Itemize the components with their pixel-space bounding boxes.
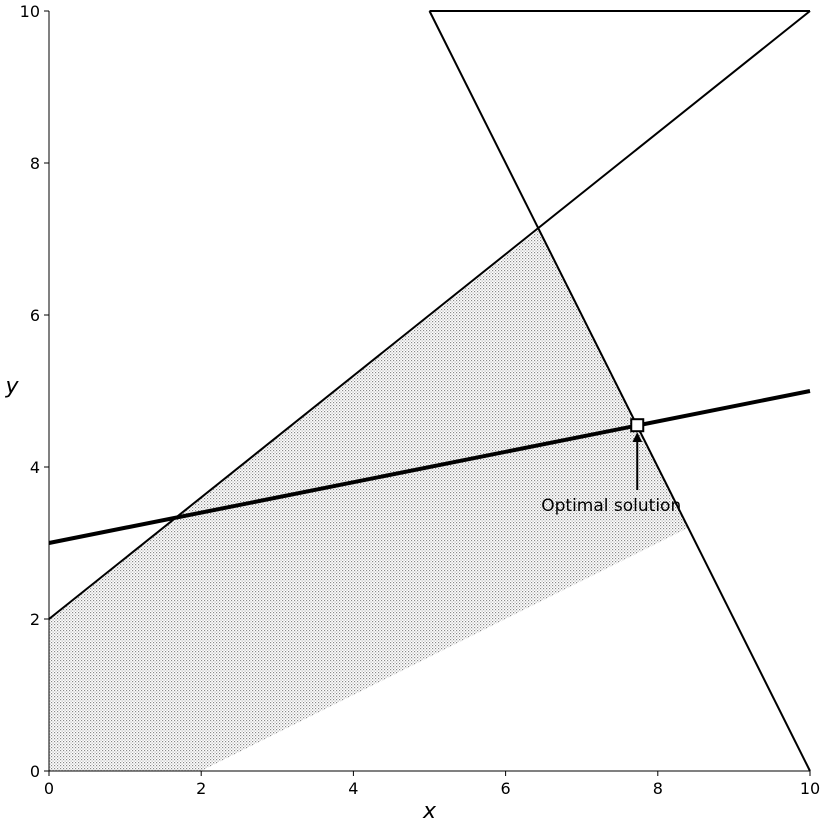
y-axis-label: y [4, 374, 19, 399]
y-tick-label: 8 [30, 154, 40, 173]
x-tick-label: 4 [348, 779, 358, 798]
y-tick-label: 10 [20, 2, 40, 21]
y-tick-label: 2 [30, 610, 40, 629]
x-tick-label: 10 [800, 779, 820, 798]
x-tick-label: 6 [501, 779, 511, 798]
x-tick-label: 8 [653, 779, 663, 798]
optimal-solution-label: Optimal solution [541, 496, 681, 516]
x-tick-label: 2 [196, 779, 206, 798]
objective-line [48, 389, 811, 545]
optimal-point-marker [630, 418, 645, 433]
x-tick-label: 0 [44, 779, 54, 798]
constraint-line-1 [428, 10, 811, 772]
annotation-layer: Optimal solution [541, 432, 681, 516]
objective-line-layer [48, 389, 811, 545]
y-tick-label: 4 [30, 458, 40, 477]
axes [48, 11, 810, 772]
y-tick-label: 6 [30, 306, 40, 325]
feasible-region-layer [49, 229, 689, 771]
x-ticks: 0 2 4 6 8 10 [44, 771, 820, 798]
x-axis-label: x [422, 799, 437, 824]
y-ticks: 0 2 4 6 8 10 [20, 2, 49, 781]
feasible-region [49, 229, 689, 771]
y-tick-label: 0 [30, 762, 40, 781]
